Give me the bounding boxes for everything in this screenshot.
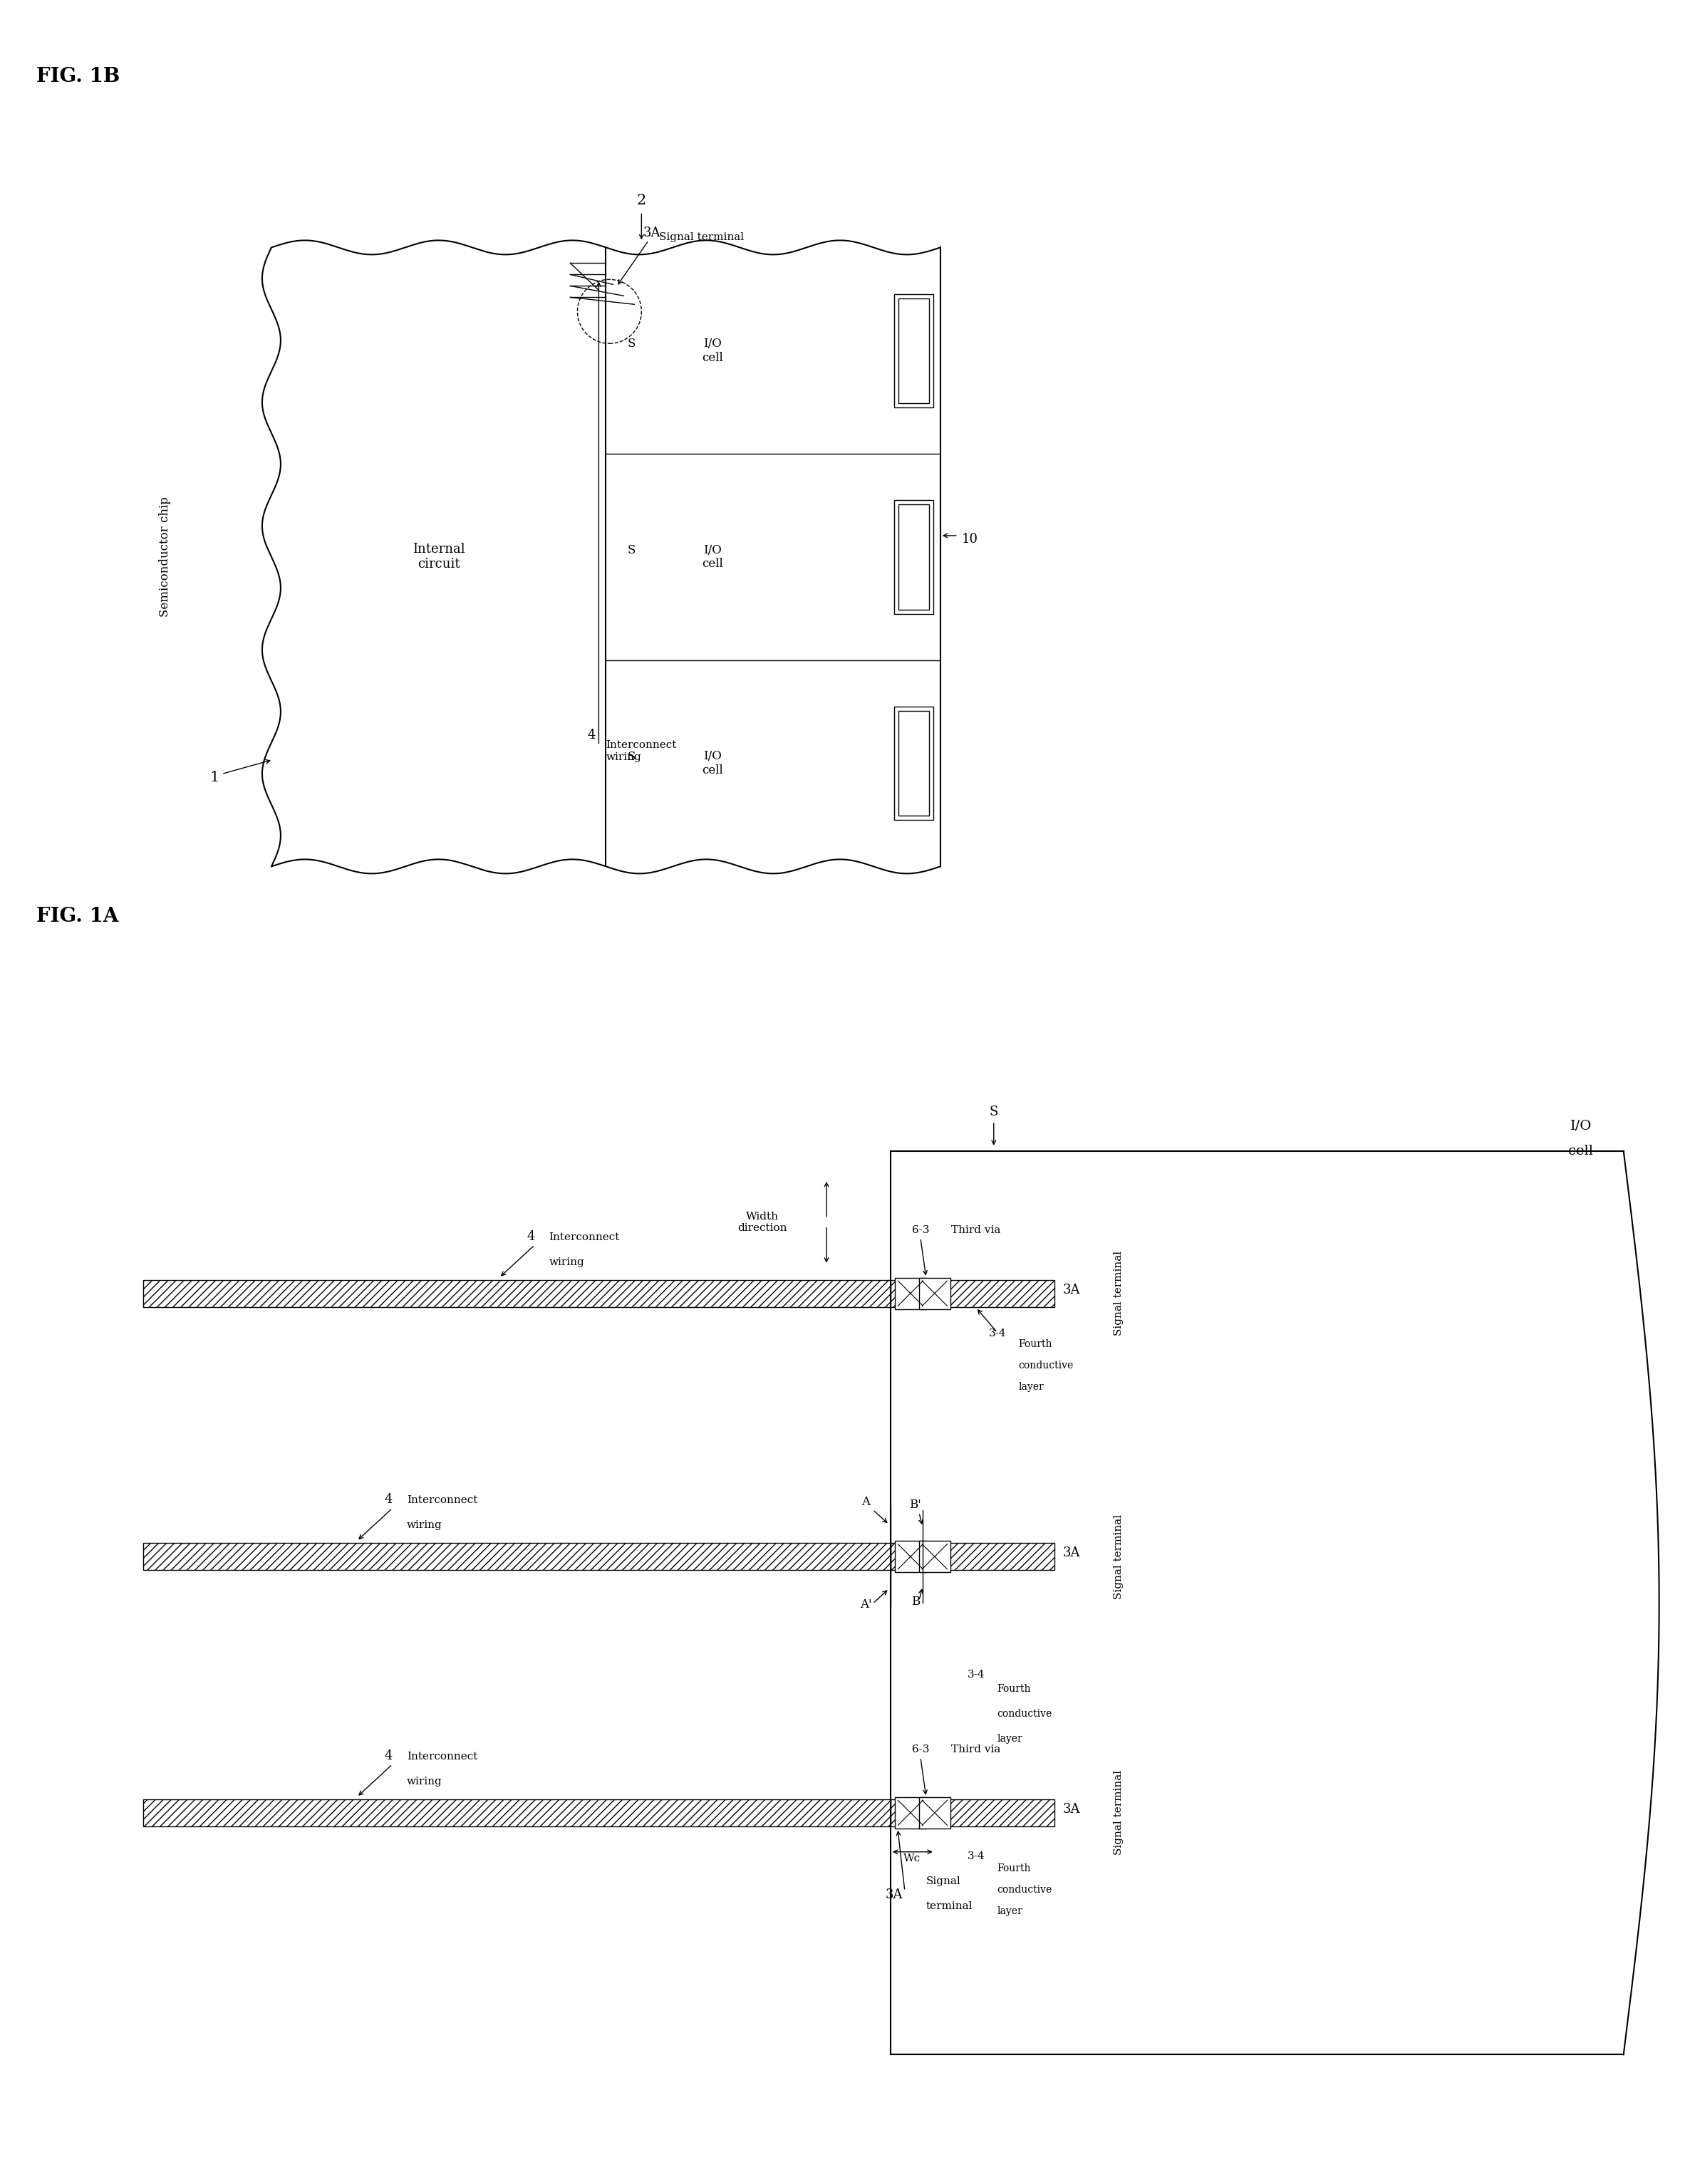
- Bar: [899, 299, 930, 404]
- Text: Interconnect: Interconnect: [549, 1232, 620, 1243]
- Bar: [144, 1280, 891, 1306]
- Text: A: A: [862, 1496, 870, 1509]
- Text: FIG. 1A: FIG. 1A: [37, 906, 118, 926]
- Text: wiring: wiring: [407, 1776, 443, 1787]
- Text: 3A: 3A: [1063, 1284, 1080, 1297]
- Text: Third via: Third via: [951, 1745, 1000, 1754]
- Text: S: S: [989, 1105, 999, 1118]
- Bar: [894, 1278, 926, 1308]
- Text: Interconnect
wiring: Interconnect wiring: [607, 740, 676, 762]
- Text: 6-3: 6-3: [911, 1225, 930, 1234]
- Text: B: B: [911, 1597, 919, 1607]
- Text: cell: cell: [1568, 1144, 1594, 1158]
- Text: Internal
circuit: Internal circuit: [412, 544, 465, 570]
- Text: conductive: conductive: [997, 1885, 1053, 1894]
- Text: I/O
cell: I/O cell: [701, 751, 723, 775]
- Text: Interconnect: Interconnect: [407, 1752, 478, 1762]
- Text: Semiconductor chip: Semiconductor chip: [159, 496, 171, 618]
- Bar: [894, 295, 933, 408]
- Text: 4: 4: [384, 1749, 392, 1762]
- Text: 3-4: 3-4: [967, 1852, 985, 1861]
- Text: Fourth: Fourth: [997, 1863, 1031, 1874]
- Text: S: S: [627, 544, 635, 557]
- Text: Fourth: Fourth: [997, 1684, 1031, 1695]
- Text: Signal terminal: Signal terminal: [1114, 1771, 1124, 1854]
- Text: layer: layer: [1019, 1382, 1044, 1391]
- Text: 3A: 3A: [1063, 1802, 1080, 1815]
- Text: FIG. 1B: FIG. 1B: [37, 68, 120, 87]
- Bar: [894, 1542, 926, 1572]
- Text: 3-4: 3-4: [967, 1671, 985, 1679]
- Text: layer: layer: [997, 1734, 1022, 1743]
- Bar: [899, 710, 930, 817]
- Text: Signal: Signal: [926, 1876, 962, 1887]
- Text: 4: 4: [384, 1494, 392, 1507]
- Text: 10: 10: [962, 533, 979, 546]
- Text: wiring: wiring: [407, 1520, 443, 1531]
- Text: 3A: 3A: [1063, 1546, 1080, 1559]
- Bar: [891, 1800, 1055, 1826]
- Text: Signal terminal: Signal terminal: [1114, 1251, 1124, 1337]
- Text: 2: 2: [637, 194, 646, 207]
- Text: I/O
cell: I/O cell: [701, 544, 723, 570]
- Text: 3A: 3A: [886, 1889, 902, 1900]
- Text: Signal terminal: Signal terminal: [659, 232, 744, 242]
- Text: 4: 4: [588, 729, 595, 740]
- Text: Third via: Third via: [951, 1225, 1000, 1234]
- Text: I/O
cell: I/O cell: [701, 339, 723, 365]
- Text: Signal terminal: Signal terminal: [1114, 1514, 1124, 1599]
- Text: 6-3: 6-3: [911, 1745, 930, 1754]
- Text: 3-4: 3-4: [989, 1328, 1006, 1339]
- Text: 4: 4: [527, 1230, 534, 1243]
- Bar: [899, 505, 930, 609]
- Bar: [891, 1544, 1055, 1570]
- Text: terminal: terminal: [926, 1900, 973, 1911]
- Text: S: S: [627, 339, 635, 349]
- Text: wiring: wiring: [549, 1258, 585, 1267]
- Text: Interconnect: Interconnect: [407, 1496, 478, 1505]
- Bar: [919, 1278, 950, 1308]
- Text: layer: layer: [997, 1907, 1022, 1915]
- Bar: [919, 1542, 950, 1572]
- Bar: [894, 500, 933, 614]
- Text: B': B': [909, 1498, 921, 1511]
- Text: Fourth: Fourth: [1019, 1339, 1053, 1350]
- Text: 3A: 3A: [644, 227, 661, 240]
- Text: Wc: Wc: [902, 1854, 921, 1863]
- Text: I/O: I/O: [1570, 1120, 1592, 1133]
- Bar: [919, 1797, 950, 1828]
- Text: 1: 1: [210, 771, 220, 784]
- Text: conductive: conductive: [1019, 1361, 1073, 1369]
- Bar: [144, 1544, 891, 1570]
- Text: S: S: [627, 751, 635, 762]
- Text: Width
direction: Width direction: [739, 1212, 788, 1234]
- Bar: [144, 1800, 891, 1826]
- Bar: [894, 708, 933, 819]
- Bar: [891, 1280, 1055, 1306]
- Bar: [894, 1797, 926, 1828]
- Text: A': A': [860, 1599, 872, 1610]
- Text: conductive: conductive: [997, 1708, 1053, 1719]
